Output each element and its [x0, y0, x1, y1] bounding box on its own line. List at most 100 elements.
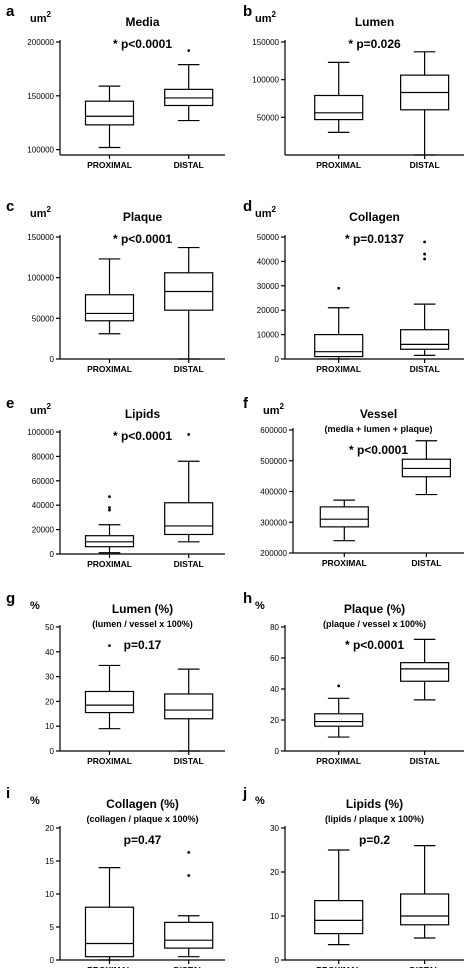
x-category-label: DISTAL — [410, 965, 440, 968]
box-iqr — [400, 662, 450, 682]
y-tick-label: 30 — [45, 673, 54, 682]
x-category-label: DISTAL — [174, 559, 204, 569]
outlier-point — [108, 644, 111, 647]
p-value-label: * p=0.026 — [348, 37, 401, 51]
x-category-label: PROXIMAL — [316, 160, 361, 170]
chart-title: Collagen (%) — [106, 797, 179, 811]
y-tick-label: 80 — [270, 623, 279, 632]
panel-letter: f — [243, 395, 249, 412]
chart-title: Lipids — [125, 407, 161, 421]
box-iqr — [314, 334, 364, 358]
y-tick-label: 60 — [270, 654, 279, 663]
y-tick-label: 50000 — [257, 233, 280, 242]
y-unit-superscript: 2 — [272, 205, 277, 214]
y-tick-label: 200000 — [27, 38, 54, 47]
y-tick-label: 30 — [270, 824, 279, 833]
box-iqr — [314, 94, 364, 121]
y-tick-label: 50000 — [257, 113, 280, 122]
chart-title: Plaque — [123, 210, 163, 224]
y-unit-label: um2 — [30, 10, 52, 25]
y-tick-label: 150000 — [27, 233, 54, 242]
y-tick-label: 20 — [270, 716, 279, 725]
box-iqr — [164, 921, 214, 949]
chart-subtitle: (collagen / plaque x 100%) — [86, 814, 198, 824]
y-tick-label: 40000 — [257, 257, 280, 266]
chart-title: Lipids (%) — [346, 797, 403, 811]
y-unit-superscript: 2 — [272, 10, 277, 19]
y-unit-label: % — [255, 600, 265, 612]
panel-letter: d — [243, 198, 252, 215]
p-value-label: * p=0.0137 — [345, 232, 404, 246]
p-value-label: * p<0.0001 — [113, 232, 172, 246]
outlier-point — [108, 506, 111, 510]
y-tick-label: 500000 — [260, 457, 287, 466]
y-tick-label: 10 — [270, 912, 279, 921]
x-category-label: PROXIMAL — [87, 559, 132, 569]
panel-e: e um2 Lipids * p<0.0001 0 20000 40000 60000 8000… — [6, 395, 225, 569]
x-category-label: DISTAL — [174, 364, 204, 374]
y-unit-label: % — [30, 600, 40, 612]
y-unit-label: % — [30, 795, 40, 807]
chart-title: Vessel — [360, 407, 397, 421]
x-category-label: DISTAL — [174, 160, 204, 170]
y-tick-label: 40 — [45, 648, 54, 657]
box-iqr — [84, 100, 135, 126]
y-tick-label: 60000 — [32, 477, 55, 486]
chart-title: Lumen — [355, 15, 394, 29]
y-tick-label: 600000 — [260, 426, 287, 435]
panel-letter: c — [6, 198, 14, 215]
y-unit-label: % — [255, 795, 265, 807]
y-tick-label: 150000 — [27, 92, 54, 101]
y-unit-label: um2 — [263, 402, 285, 417]
y-tick-label: 40000 — [32, 501, 55, 510]
chart-subtitle: (media + lumen + plaque) — [324, 424, 432, 434]
x-category-label: DISTAL — [410, 756, 440, 766]
y-tick-label: 100000 — [27, 428, 54, 437]
y-tick-label: 50000 — [32, 314, 55, 323]
y-tick-label: 0 — [50, 550, 55, 559]
panel-letter: h — [243, 590, 252, 607]
y-tick-label: 20 — [45, 824, 54, 833]
panel-letter: a — [6, 3, 15, 20]
outlier-point — [423, 257, 427, 261]
x-category-label: PROXIMAL — [322, 558, 367, 568]
p-value-label: * p<0.0001 — [349, 443, 408, 457]
y-tick-label: 0 — [50, 355, 55, 364]
box-iqr — [84, 690, 135, 714]
y-tick-label: 100000 — [27, 274, 54, 283]
x-category-label: DISTAL — [410, 364, 440, 374]
outlier-point — [108, 508, 111, 512]
y-unit-superscript: 2 — [280, 402, 285, 411]
outlier-point — [337, 684, 341, 688]
y-tick-label: 200000 — [260, 549, 287, 558]
y-tick-label: 80000 — [32, 452, 55, 461]
y-tick-label: 20 — [45, 697, 54, 706]
y-tick-label: 0 — [275, 355, 280, 364]
x-category-label: PROXIMAL — [316, 756, 361, 766]
chart-title: Collagen — [349, 210, 400, 224]
x-category-label: DISTAL — [411, 558, 441, 568]
y-unit-label: um2 — [255, 205, 277, 220]
panel-letter: g — [6, 590, 15, 607]
y-unit-superscript: 2 — [47, 10, 52, 19]
outlier-point — [423, 252, 427, 256]
box-iqr — [84, 535, 135, 548]
panel-letter: i — [6, 785, 10, 802]
panel-i: i% Collagen (%) (collagen / plaque x 100%)… — [6, 785, 225, 968]
y-tick-label: 20 — [270, 868, 279, 877]
y-unit-label: um2 — [255, 10, 277, 25]
x-category-label: DISTAL — [174, 756, 204, 766]
p-value-label: p=0.2 — [359, 833, 390, 847]
y-tick-label: 0 — [50, 956, 55, 965]
outlier-point — [108, 495, 111, 499]
y-tick-label: 0 — [275, 956, 280, 965]
panel-h: h% Plaque (%) (plaque / vessel x 100%) * p<… — [243, 590, 464, 766]
y-tick-label: 20000 — [257, 306, 280, 315]
chart-subtitle: (lumen / vessel x 100%) — [92, 619, 193, 629]
y-tick-label: 0 — [275, 747, 280, 756]
chart-subtitle: (lipids / plaque x 100%) — [325, 814, 424, 824]
y-tick-label: 15 — [45, 857, 54, 866]
y-tick-label: 10 — [45, 722, 54, 731]
chart-title: Lumen (%) — [112, 602, 173, 616]
y-tick-label: 100000 — [27, 146, 54, 155]
